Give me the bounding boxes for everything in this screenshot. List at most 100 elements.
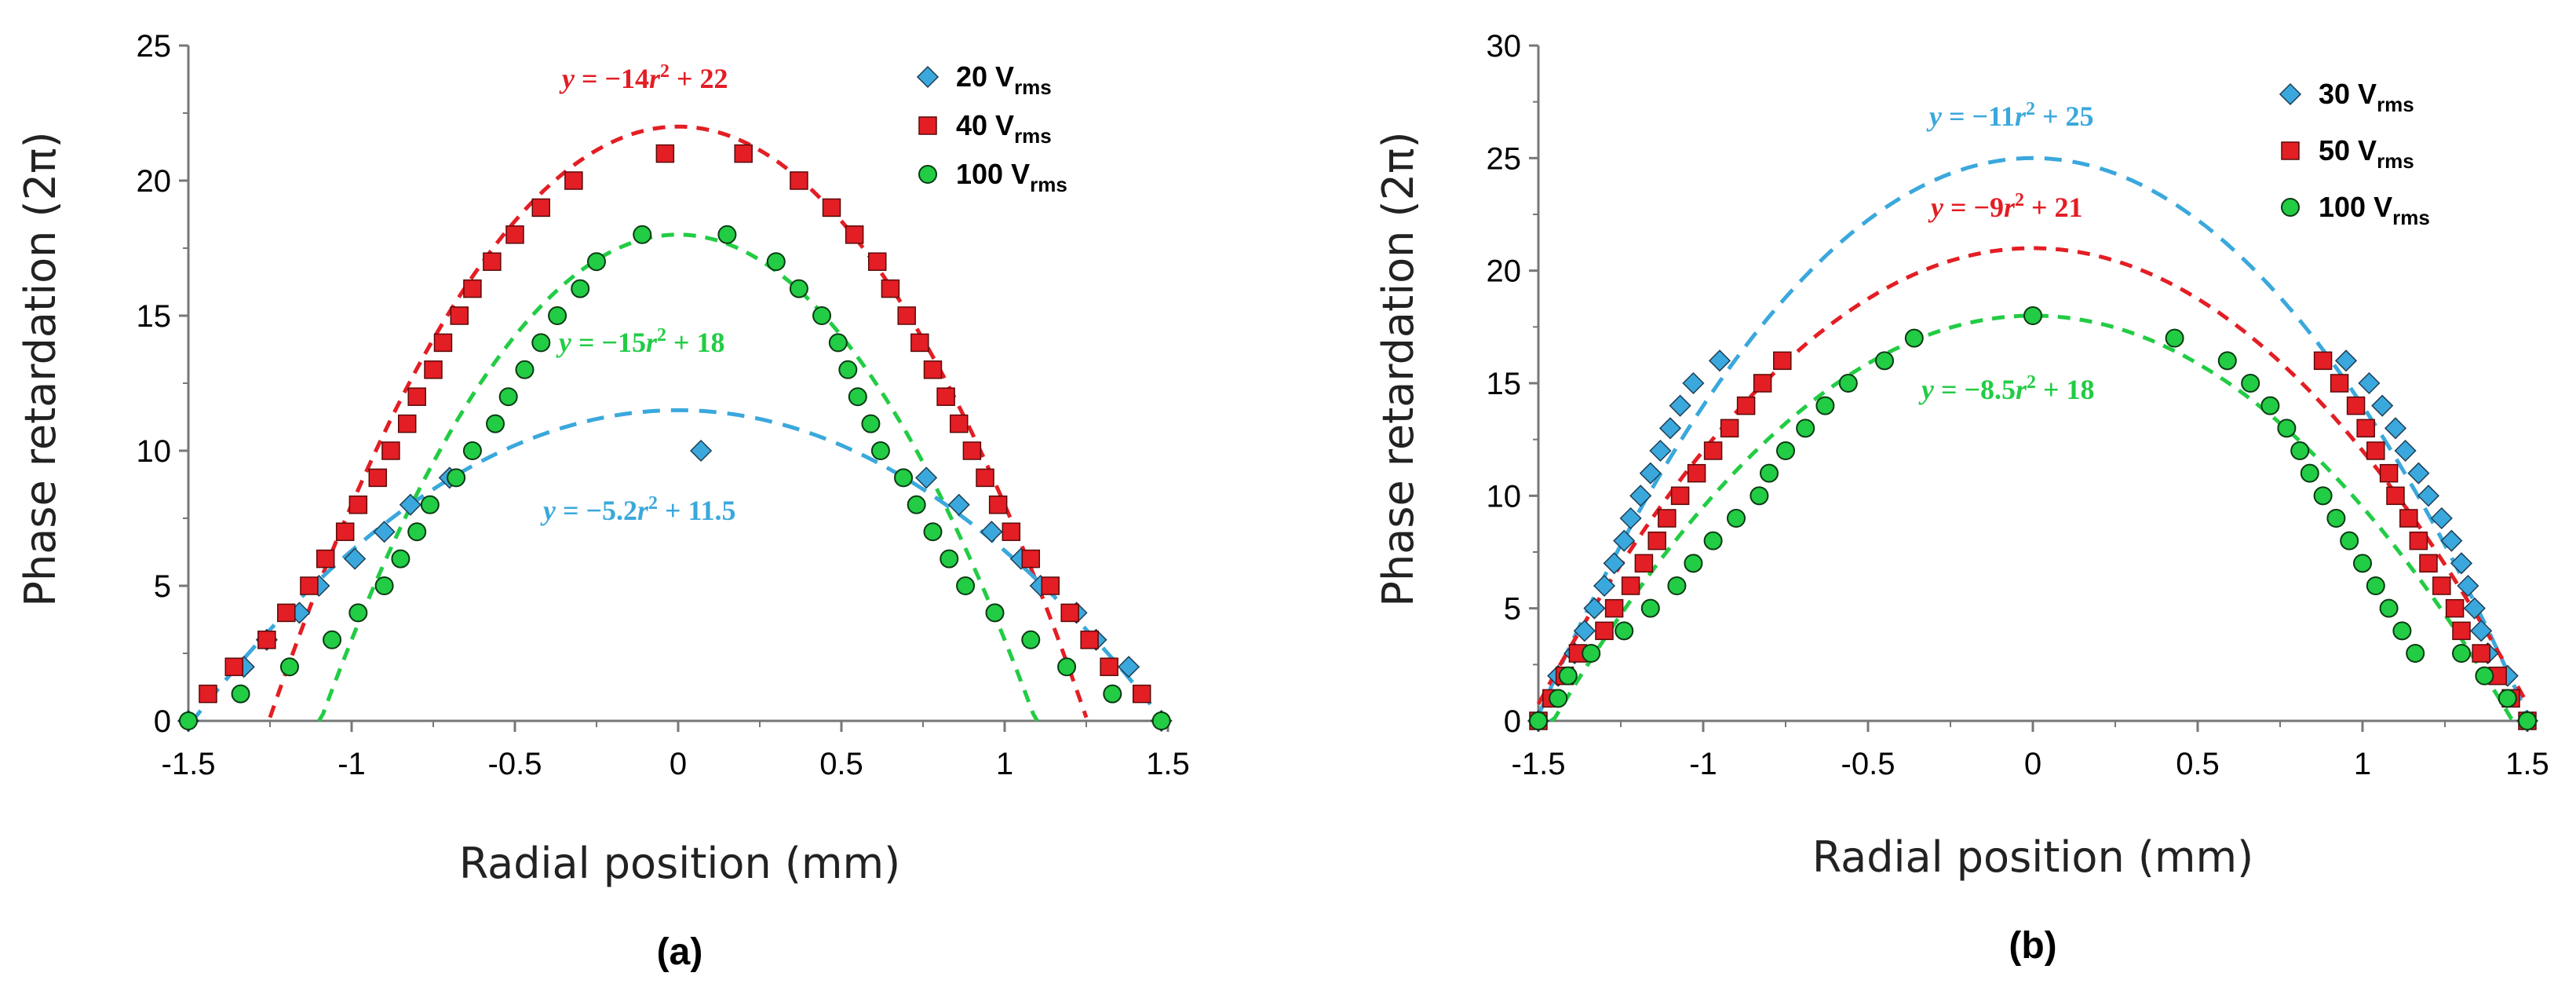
panel-a-data-point [655,144,675,163]
panel-a-data-point [910,333,929,353]
panel-a-data-point [1021,630,1041,649]
panel-b-data-point [2384,417,2407,440]
panel-b-data-point [1604,598,1624,618]
panel-b-data-point [2379,598,2399,618]
panel-a-data-point [447,468,466,488]
panel-b-tick-labels: 0 5 10 15 20 25 30 -1.5 -1 -0.5 0 0.5 1 1.5 [1487,29,2549,781]
panel-a-data-point [870,441,890,460]
panel-b-data-point [2392,621,2412,641]
panel-a-data-point [980,521,1003,543]
panel-b-data-point [1658,417,1682,440]
panel-b-data-point [1621,576,1640,595]
panel-a-legend-marker [916,65,940,89]
panel-b-data-point [2165,328,2184,348]
panel-b-data-points [1527,306,2539,733]
panel-a-data-point [936,387,955,406]
panel-b-data-point [1703,441,1723,460]
panel-a-fit-equation: y = −15r2 + 18 [556,325,725,358]
panel-b-data-point [2475,666,2494,686]
panel-b-fit-equation: y = −11r2 + 25 [1926,99,2094,132]
panel-b-data-point [1582,644,1601,663]
panel-b-data-point [1684,554,1703,573]
panel-a-data-point [368,468,388,488]
panel-b-data-point [2353,554,2372,573]
panel-b-data-point [1640,598,1660,618]
panel-a-equations: y = −14r2 + 22 y = −15r2 + 18 y = −5.2r2 +… [540,61,736,526]
panel-b-x-tick-label: 0 [2024,747,2041,781]
panel-a-data-point [734,144,753,163]
panel-b-fit-curve [1536,155,2530,716]
panel-a-data-point [897,306,916,325]
panel-a-fit-equation: y = −5.2r2 + 11.5 [540,493,736,526]
panel-b-data-point [1682,371,1705,395]
panel-a-data-point [838,360,858,379]
panel-a-data-point [450,306,469,325]
panel-a-data-point [515,360,535,379]
panel-b-data-point [2217,351,2237,371]
panel-a-data-point [277,603,296,623]
panel-a-data-point [822,198,841,218]
panel-a-data-points [177,144,1173,733]
panel-a-data-point [907,495,926,514]
panel-b-legend-label: 50 Vrms [2319,134,2414,173]
panel-b-data-point [1629,485,1652,507]
panel-b-data-point [2463,597,2486,620]
panel-a-legend-label: 20 Vrms [956,60,1052,99]
panel-b-fit-curve [1536,246,2530,705]
panel-b-data-point [1838,374,1858,393]
panel-b-data-point [2340,531,2359,550]
panel-b-x-tick-label: 0.5 [2176,747,2220,781]
panel-a-data-point [571,279,590,298]
panel-a-data-point [407,522,427,542]
panel-b-x-tick-label: 1 [2354,747,2371,781]
panel-a-data-point [257,631,276,649]
panel-b-legend-label: 100 Vrms [2319,191,2430,229]
panel-b-data-point [1593,574,1616,598]
panel-a-data-point [717,225,737,244]
panel-b-data-point [2445,598,2465,618]
panel-a-x-tick-label: -1.5 [162,747,216,781]
panel-b-equations: y = −11r2 + 25 y = −9r2 + 21 y = −8.5r2 + … [1918,99,2095,405]
panel-a-data-point [812,306,832,325]
panel-a-data-point [1118,656,1140,678]
panel-a-data-point [348,496,368,514]
panel-b-data-point [1670,486,1690,506]
panel-b-y-tick-label: 30 [1487,29,1522,64]
panel-b-data-point [2406,644,2425,663]
panel-a-data-point [950,414,969,433]
panel-b-data-point [2334,349,2358,372]
panel-b-data-point [2358,371,2381,395]
panel-a-y-tick-label: 0 [154,704,171,739]
panel-b-data-point [1529,711,1548,730]
panel-b-data-point [1727,509,1746,528]
panel-a-data-point [531,198,551,218]
panel-b-data-point [2346,396,2366,415]
panel-b-data-point [1619,506,1642,530]
panel-b-data-point [1639,462,1662,485]
panel-b-data-point [2409,531,2428,550]
panel-a-y-tick-label: 25 [137,29,172,64]
panel-a-data-point [923,522,943,542]
panel-a-data-point [424,360,443,379]
panel-b-y-tick-label: 0 [1504,704,1521,739]
panel-a-data-point [335,522,355,541]
panel-a-data-point [344,547,367,570]
panel-b-x-tick-label: -1 [1689,747,1717,781]
panel-a-data-point [985,603,1005,623]
panel-a-tick-labels: 0 5 10 15 20 25 -1.5 -1 -0.5 0 0.5 1 1.5 [137,29,1190,781]
panel-b-legend-label: 30 Vrms [2319,78,2414,116]
panel-b-data-point [1583,597,1606,620]
panel-a-x-tick-label: 1 [996,747,1013,781]
panel-a-data-point [548,306,567,325]
panel-a-data-point [531,333,551,353]
panel-b-data-point [1649,439,1672,463]
panel-b-data-point [1613,529,1636,552]
panel-a-data-point [279,657,299,677]
panel-a-fit-curve [188,408,1168,723]
panel-a-x-axis-label: Radial position (mm) [459,839,900,888]
panel-b-data-point [1658,509,1677,528]
panel-b-y-tick-label: 5 [1504,592,1521,627]
panel-b-data-point [2518,711,2537,730]
panel-b-data-point [2407,462,2430,485]
panel-b-legend-marker [2281,141,2300,160]
